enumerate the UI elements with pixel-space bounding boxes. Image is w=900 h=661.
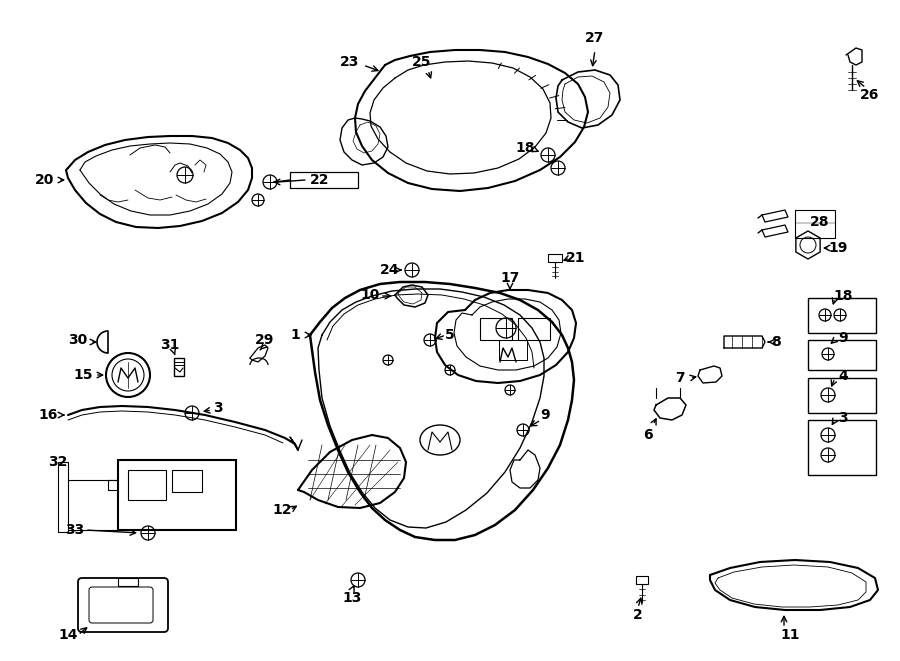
Text: 2: 2 (633, 608, 643, 622)
Text: 24: 24 (380, 263, 400, 277)
Text: 11: 11 (780, 628, 800, 642)
Text: 30: 30 (68, 333, 87, 347)
Bar (808, 378, 876, 413)
Text: 31: 31 (160, 338, 180, 352)
Bar (118, 578, 138, 586)
Bar (808, 420, 876, 475)
Text: 19: 19 (828, 241, 848, 255)
Bar (174, 358, 184, 376)
Text: 9: 9 (540, 408, 550, 422)
Text: 32: 32 (49, 455, 68, 469)
Text: 4: 4 (838, 369, 848, 383)
Text: 7: 7 (675, 371, 685, 385)
Bar (290, 172, 358, 188)
Text: 6: 6 (644, 428, 652, 442)
Text: 26: 26 (860, 88, 879, 102)
Text: 22: 22 (310, 173, 329, 187)
Bar (58, 462, 68, 532)
Text: 21: 21 (566, 251, 586, 265)
Bar (548, 254, 562, 262)
Text: 3: 3 (838, 411, 848, 425)
Bar (518, 318, 550, 340)
Text: 23: 23 (340, 55, 360, 69)
Text: 18: 18 (515, 141, 535, 155)
Text: 27: 27 (585, 31, 605, 45)
Text: 8: 8 (771, 335, 781, 349)
Text: 15: 15 (73, 368, 93, 382)
Text: 14: 14 (58, 628, 77, 642)
Text: 18: 18 (833, 289, 853, 303)
Bar (808, 340, 876, 370)
Bar (636, 576, 648, 584)
Bar (795, 210, 835, 238)
Text: 12: 12 (272, 503, 292, 517)
Text: 3: 3 (213, 401, 223, 415)
Bar (480, 318, 512, 340)
Text: 16: 16 (39, 408, 58, 422)
Text: 25: 25 (412, 55, 432, 69)
Bar (499, 340, 527, 360)
Text: 13: 13 (342, 591, 362, 605)
Bar (172, 470, 202, 492)
Text: 5: 5 (446, 328, 454, 342)
Text: 20: 20 (35, 173, 55, 187)
Text: 1: 1 (290, 328, 300, 342)
Text: 29: 29 (256, 333, 274, 347)
Bar (118, 460, 236, 530)
Text: 17: 17 (500, 271, 519, 285)
Text: 28: 28 (810, 215, 830, 229)
Bar (808, 298, 876, 333)
Text: 33: 33 (66, 523, 85, 537)
Bar (128, 470, 166, 500)
Text: 9: 9 (838, 331, 848, 345)
Text: 10: 10 (360, 288, 380, 302)
